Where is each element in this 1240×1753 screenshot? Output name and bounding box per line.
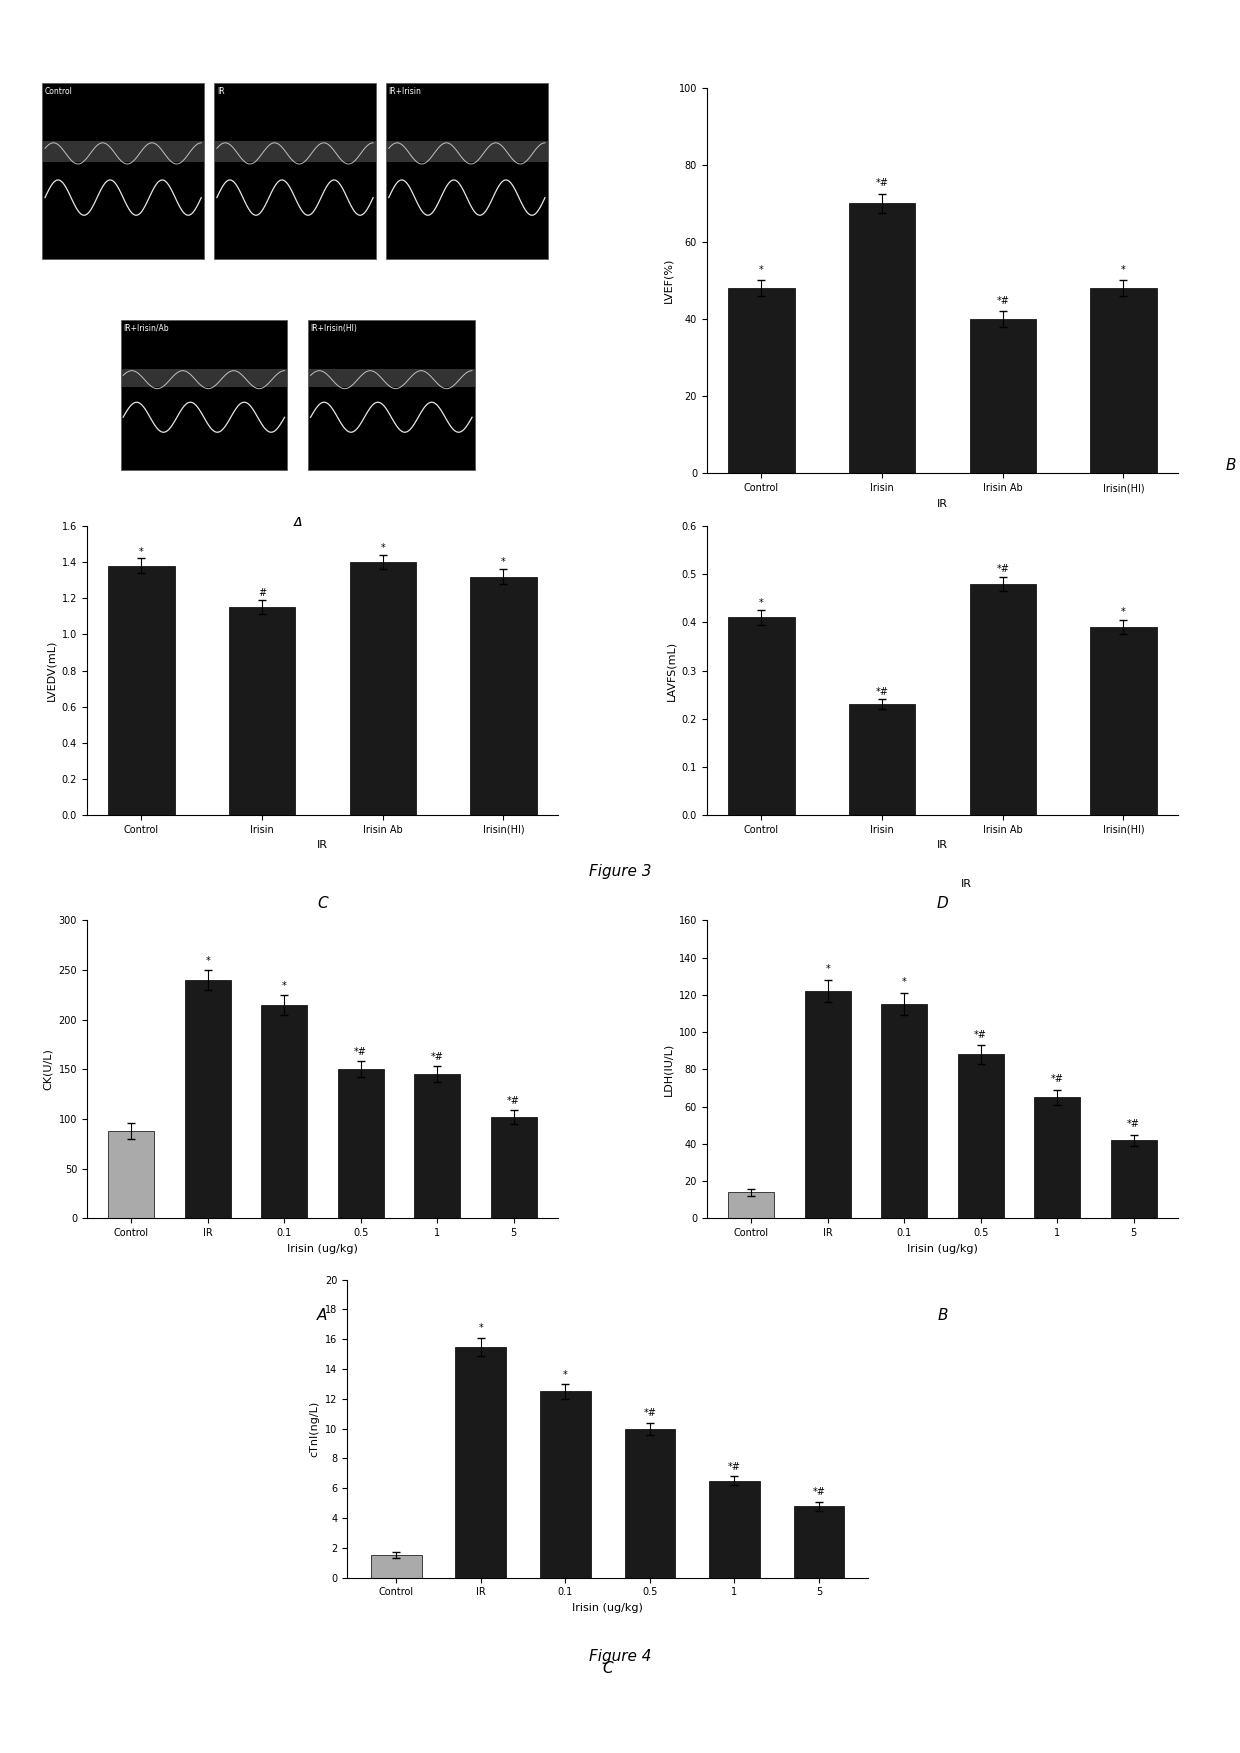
Text: *: *: [563, 1369, 568, 1380]
Text: IR: IR: [961, 557, 971, 568]
Bar: [308, 319, 475, 470]
Y-axis label: LAVFS(mL): LAVFS(mL): [666, 640, 676, 701]
Text: *#: *#: [975, 1029, 987, 1040]
Bar: [849, 705, 915, 815]
Text: *: *: [206, 955, 210, 966]
Text: B: B: [1225, 458, 1235, 473]
X-axis label: Irisin (ug/kg): Irisin (ug/kg): [286, 1243, 358, 1253]
Text: *#: *#: [875, 687, 889, 698]
Bar: [337, 1069, 383, 1218]
Text: Figure 4: Figure 4: [589, 1650, 651, 1664]
X-axis label: IR: IR: [317, 840, 327, 850]
Bar: [970, 584, 1035, 815]
Bar: [728, 287, 795, 473]
Bar: [849, 203, 915, 473]
Text: *: *: [826, 964, 830, 975]
Bar: [229, 607, 295, 815]
Bar: [539, 1392, 590, 1578]
Text: *#: *#: [1050, 1075, 1064, 1083]
X-axis label: Irisin (ug/kg): Irisin (ug/kg): [572, 1602, 644, 1613]
Text: *#: *#: [507, 1096, 520, 1106]
Bar: [491, 1117, 537, 1218]
Bar: [970, 319, 1035, 473]
Text: D: D: [936, 896, 949, 912]
Text: *#: *#: [430, 1052, 444, 1062]
Bar: [455, 1346, 506, 1578]
Bar: [957, 1054, 1003, 1218]
Text: A: A: [317, 1308, 327, 1324]
Text: *#: *#: [644, 1408, 656, 1418]
Text: *: *: [381, 543, 386, 552]
Text: *: *: [1121, 265, 1126, 275]
Bar: [371, 1555, 422, 1578]
Y-axis label: CK(U/L): CK(U/L): [43, 1048, 53, 1090]
Text: C: C: [603, 1662, 613, 1676]
Text: B: B: [937, 1308, 947, 1324]
Text: IR: IR: [217, 88, 224, 96]
Text: *#: *#: [355, 1047, 367, 1057]
Bar: [42, 140, 203, 163]
Y-axis label: LVEF(%): LVEF(%): [663, 258, 673, 303]
Text: *#: *#: [875, 177, 889, 188]
Bar: [42, 82, 203, 259]
Text: *#: *#: [996, 564, 1009, 573]
Bar: [215, 140, 376, 163]
X-axis label: Irisin (ug/kg): Irisin (ug/kg): [906, 1243, 978, 1253]
Bar: [350, 563, 415, 815]
Bar: [1090, 287, 1157, 473]
Bar: [625, 1429, 676, 1578]
X-axis label: IR: IR: [937, 498, 947, 508]
Text: *#: *#: [812, 1487, 826, 1497]
Y-axis label: LDH(IU/L): LDH(IU/L): [663, 1043, 673, 1096]
Bar: [215, 82, 376, 259]
Text: *: *: [501, 557, 506, 568]
X-axis label: IR: IR: [937, 840, 947, 850]
Text: A: A: [291, 515, 304, 535]
Bar: [185, 980, 231, 1218]
Text: IR+Irisin(HI): IR+Irisin(HI): [310, 324, 357, 333]
Bar: [414, 1075, 460, 1218]
Text: C: C: [317, 896, 327, 912]
Text: *#: *#: [728, 1462, 740, 1473]
Text: IR: IR: [961, 878, 971, 889]
Bar: [120, 319, 288, 470]
Text: *: *: [759, 598, 764, 608]
Text: *: *: [139, 547, 144, 557]
Text: IR+Irisin: IR+Irisin: [388, 88, 422, 96]
Bar: [728, 617, 795, 815]
Bar: [709, 1481, 760, 1578]
Bar: [386, 140, 548, 163]
Bar: [728, 1192, 774, 1218]
Bar: [108, 566, 175, 815]
Bar: [794, 1506, 844, 1578]
Bar: [470, 577, 537, 815]
Text: *: *: [759, 265, 764, 275]
Text: Figure 3: Figure 3: [589, 864, 651, 878]
Bar: [120, 370, 288, 387]
Y-axis label: LVEDV(mL): LVEDV(mL): [46, 640, 56, 701]
Bar: [1111, 1139, 1157, 1218]
Bar: [805, 990, 851, 1218]
Text: *: *: [479, 1324, 484, 1334]
Text: *: *: [1121, 608, 1126, 617]
Bar: [1034, 1097, 1080, 1218]
Text: *#: *#: [1127, 1118, 1140, 1129]
Bar: [882, 1004, 928, 1218]
Text: *: *: [281, 982, 286, 990]
Bar: [386, 82, 548, 259]
Text: IR+Irisin/Ab: IR+Irisin/Ab: [123, 324, 169, 333]
Text: *#: *#: [996, 296, 1009, 305]
Y-axis label: cTnI(ng/L): cTnI(ng/L): [310, 1401, 320, 1457]
Text: #: #: [258, 589, 267, 598]
Bar: [1090, 628, 1157, 815]
Text: Control: Control: [45, 88, 73, 96]
Text: *: *: [901, 978, 906, 987]
Bar: [308, 370, 475, 387]
Bar: [108, 1131, 154, 1218]
Bar: [262, 1004, 308, 1218]
